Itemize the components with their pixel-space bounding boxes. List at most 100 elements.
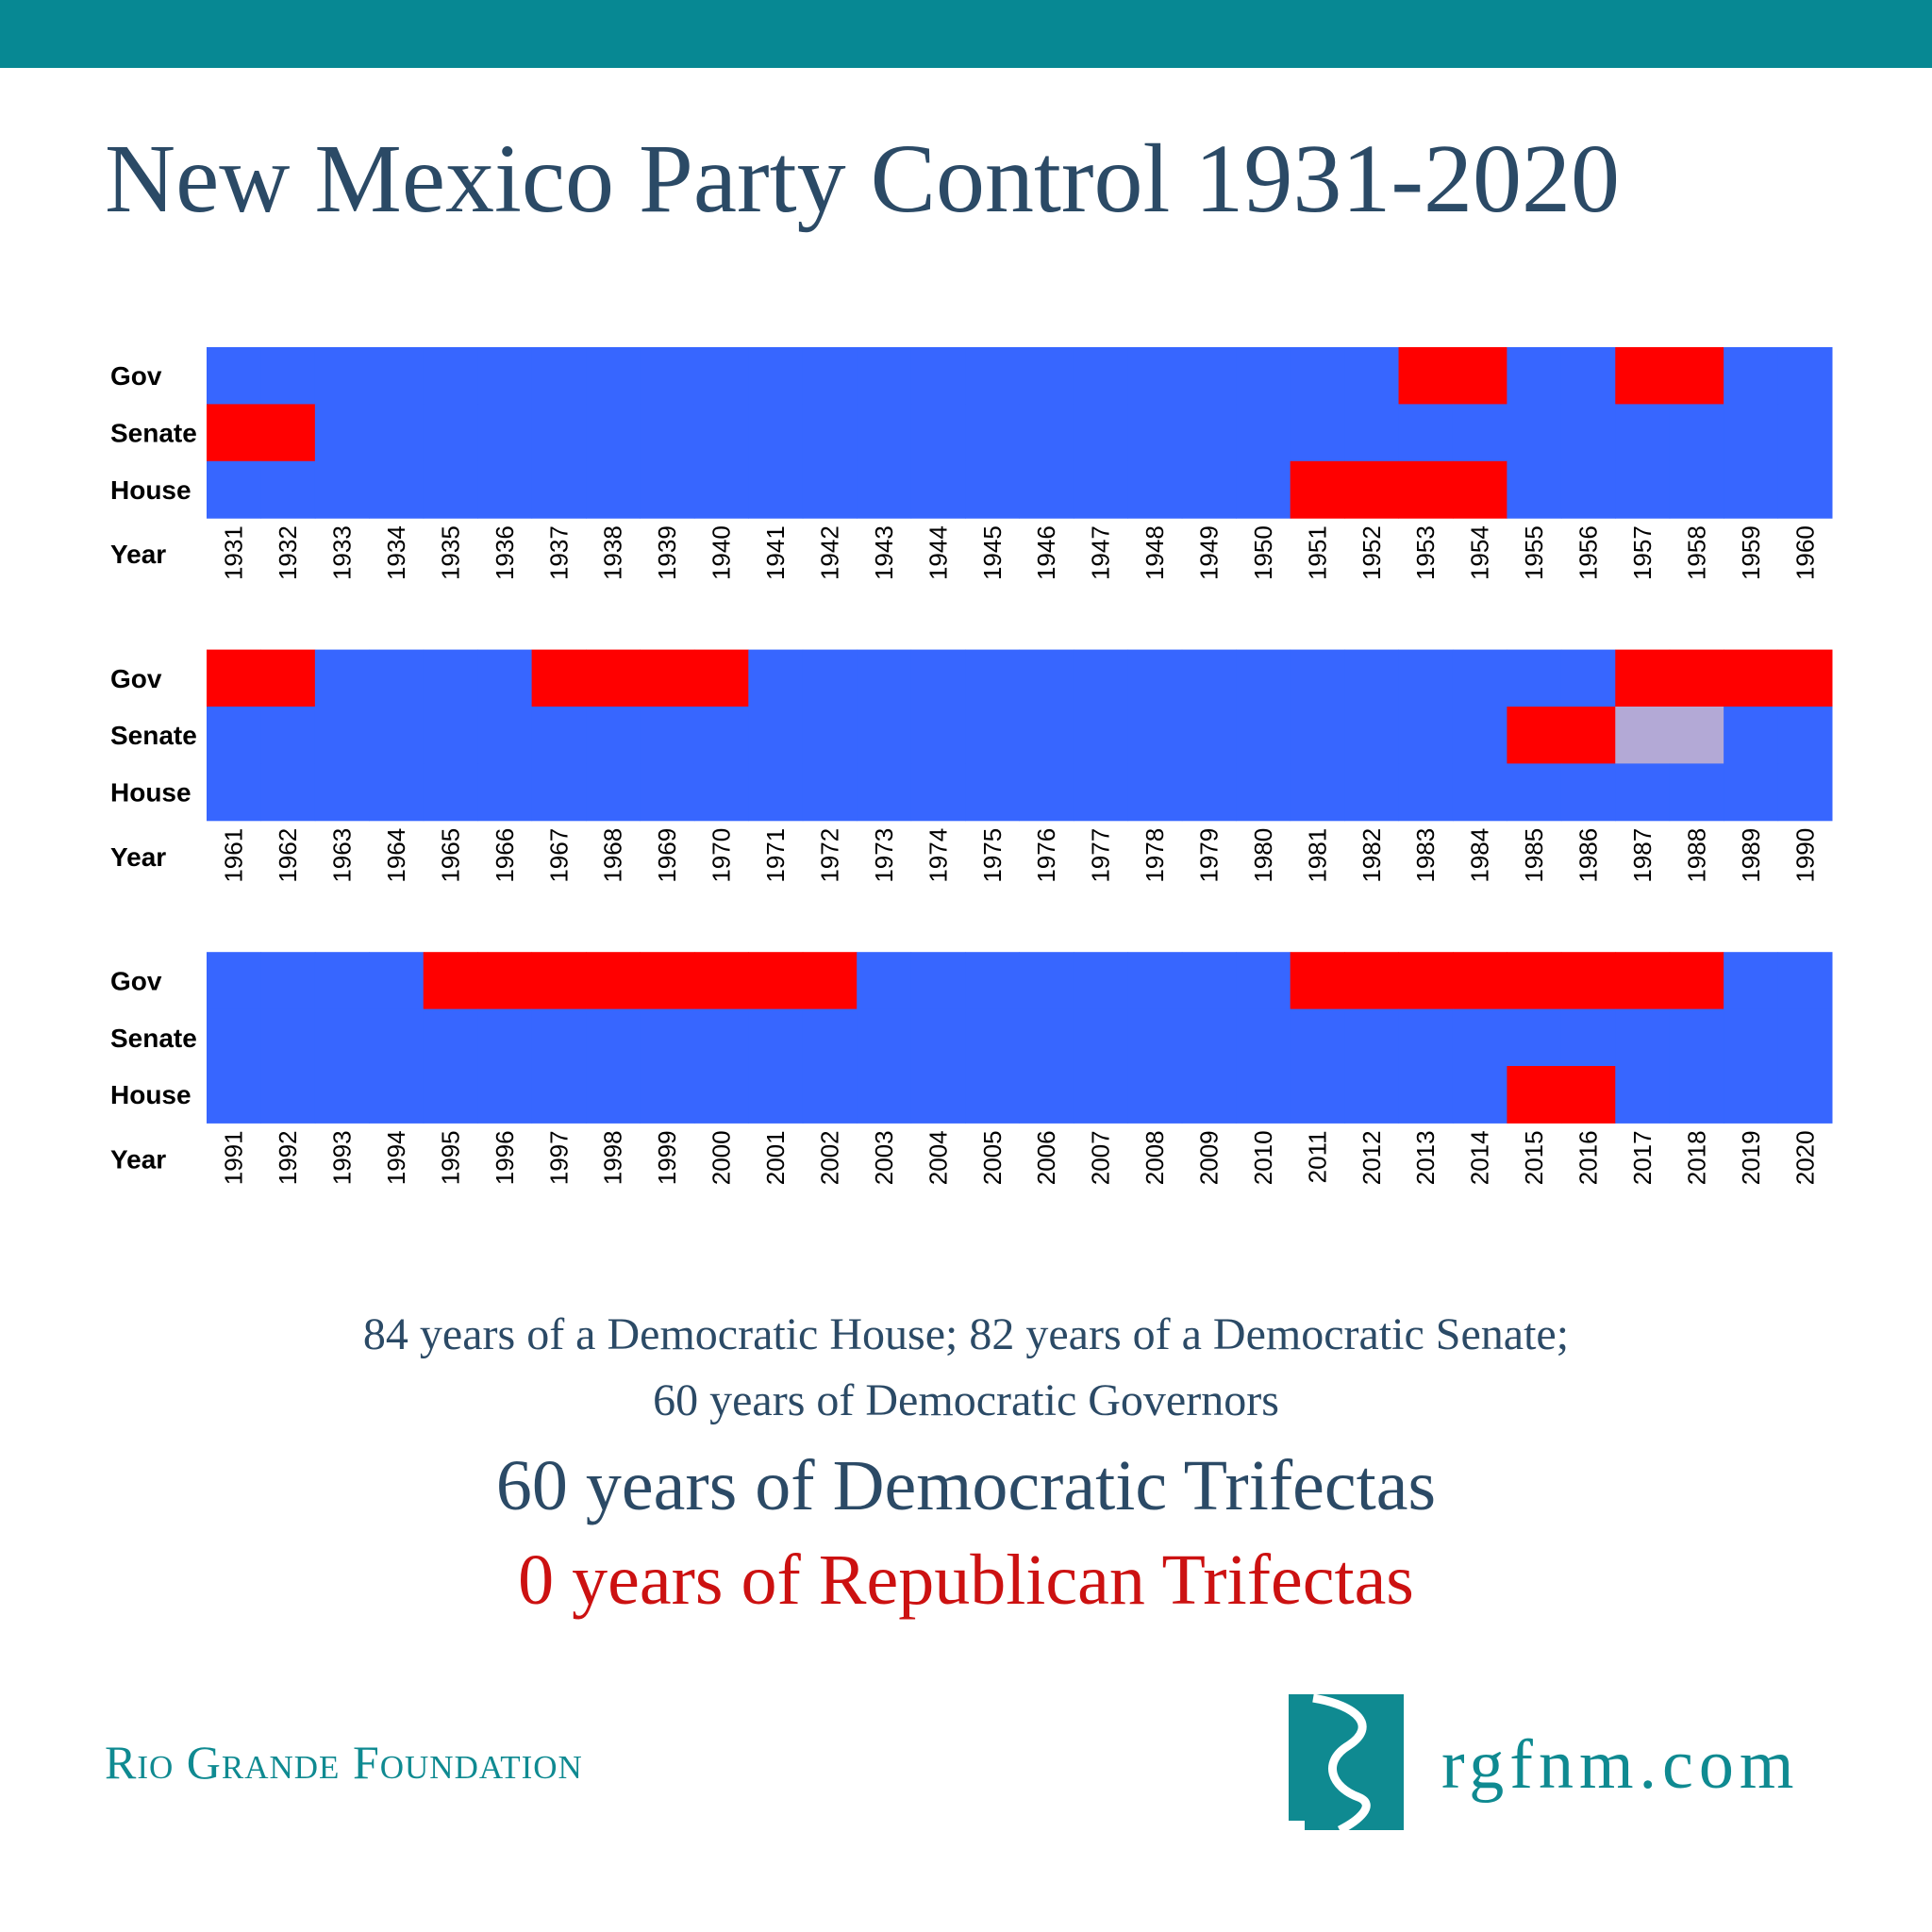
cell <box>1398 1008 1454 1067</box>
cell <box>1560 460 1616 519</box>
cell <box>965 1066 1020 1124</box>
cell <box>748 1066 804 1124</box>
cell <box>260 404 316 462</box>
cell <box>1181 763 1237 822</box>
cell <box>748 649 804 708</box>
cell <box>640 1008 695 1067</box>
cell <box>748 952 804 1010</box>
cell <box>1452 1008 1507 1067</box>
cell <box>207 460 261 519</box>
cell <box>423 1066 478 1124</box>
cell <box>1019 347 1074 405</box>
cell <box>1236 952 1291 1010</box>
cell <box>1669 707 1724 764</box>
cell <box>314 1008 370 1067</box>
cell <box>477 1008 533 1067</box>
cell <box>477 763 533 822</box>
cell <box>369 952 425 1010</box>
cell <box>260 952 316 1010</box>
cell <box>314 347 370 405</box>
cell <box>1181 460 1237 519</box>
x-tick-label: 1932 <box>274 525 302 580</box>
x-tick-label: 2003 <box>870 1130 898 1185</box>
cell <box>965 707 1020 764</box>
x-tick-label: 1993 <box>328 1130 357 1185</box>
cell <box>314 707 370 764</box>
cell <box>1181 404 1237 462</box>
x-tick-label: 1998 <box>599 1130 627 1185</box>
cell <box>748 404 804 462</box>
cell <box>1073 1008 1128 1067</box>
cell <box>586 404 641 462</box>
cell <box>1181 952 1237 1010</box>
cell <box>1019 1008 1074 1067</box>
cell <box>1724 1066 1779 1124</box>
cell <box>857 707 912 764</box>
cell <box>857 952 912 1010</box>
cell <box>1127 404 1183 462</box>
cell <box>640 347 695 405</box>
cell <box>1452 952 1507 1010</box>
cell <box>1398 460 1454 519</box>
cell <box>260 1008 316 1067</box>
cell <box>910 1066 966 1124</box>
row-label: Gov <box>110 664 162 693</box>
cell <box>1236 404 1291 462</box>
cell <box>1344 460 1400 519</box>
x-tick-label: 1985 <box>1520 828 1548 883</box>
cell <box>477 707 533 764</box>
cell <box>477 347 533 405</box>
cell <box>423 404 478 462</box>
cell <box>1181 347 1237 405</box>
cell <box>1615 707 1671 764</box>
cell <box>1236 1008 1291 1067</box>
x-tick-label: 2007 <box>1087 1130 1115 1185</box>
cell <box>531 763 587 822</box>
cell <box>693 347 749 405</box>
cell <box>1127 460 1183 519</box>
cell <box>1507 952 1562 1010</box>
cell <box>314 1066 370 1124</box>
x-tick-label: 1951 <box>1303 525 1331 580</box>
cell <box>1615 649 1671 708</box>
cell <box>1452 460 1507 519</box>
x-tick-label: 1982 <box>1357 828 1386 883</box>
cell <box>1236 460 1291 519</box>
cell <box>1560 763 1616 822</box>
cell <box>1669 1008 1724 1067</box>
cell <box>1181 707 1237 764</box>
cell <box>693 1008 749 1067</box>
cell <box>260 1066 316 1124</box>
x-tick-label: 2004 <box>924 1130 952 1185</box>
cell <box>1019 404 1074 462</box>
x-tick-label: 1943 <box>870 525 898 580</box>
cell <box>965 460 1020 519</box>
cell <box>910 952 966 1010</box>
cell <box>369 763 425 822</box>
x-tick-label: 2014 <box>1466 1130 1494 1185</box>
x-tick-label: 1978 <box>1141 828 1169 883</box>
cell <box>1290 649 1345 708</box>
x-tick-label: 1952 <box>1357 525 1386 580</box>
x-tick-label: 1976 <box>1032 828 1060 883</box>
cell <box>531 952 587 1010</box>
x-tick-label: 2011 <box>1303 1130 1331 1183</box>
cell <box>1669 404 1724 462</box>
cell <box>423 707 478 764</box>
cell <box>1236 347 1291 405</box>
cell <box>1777 404 1833 462</box>
cell <box>1615 1066 1671 1124</box>
cell <box>693 763 749 822</box>
cell <box>586 763 641 822</box>
x-tick-label: 1934 <box>382 525 410 580</box>
x-tick-label: 1949 <box>1195 525 1224 580</box>
x-tick-label: 1942 <box>815 525 843 580</box>
cell <box>1615 404 1671 462</box>
cell <box>1344 347 1400 405</box>
cell <box>1019 763 1074 822</box>
cell <box>586 707 641 764</box>
x-tick-label: 1948 <box>1141 525 1169 580</box>
cell <box>1127 763 1183 822</box>
cell <box>748 763 804 822</box>
x-tick-label: 1956 <box>1574 525 1603 580</box>
